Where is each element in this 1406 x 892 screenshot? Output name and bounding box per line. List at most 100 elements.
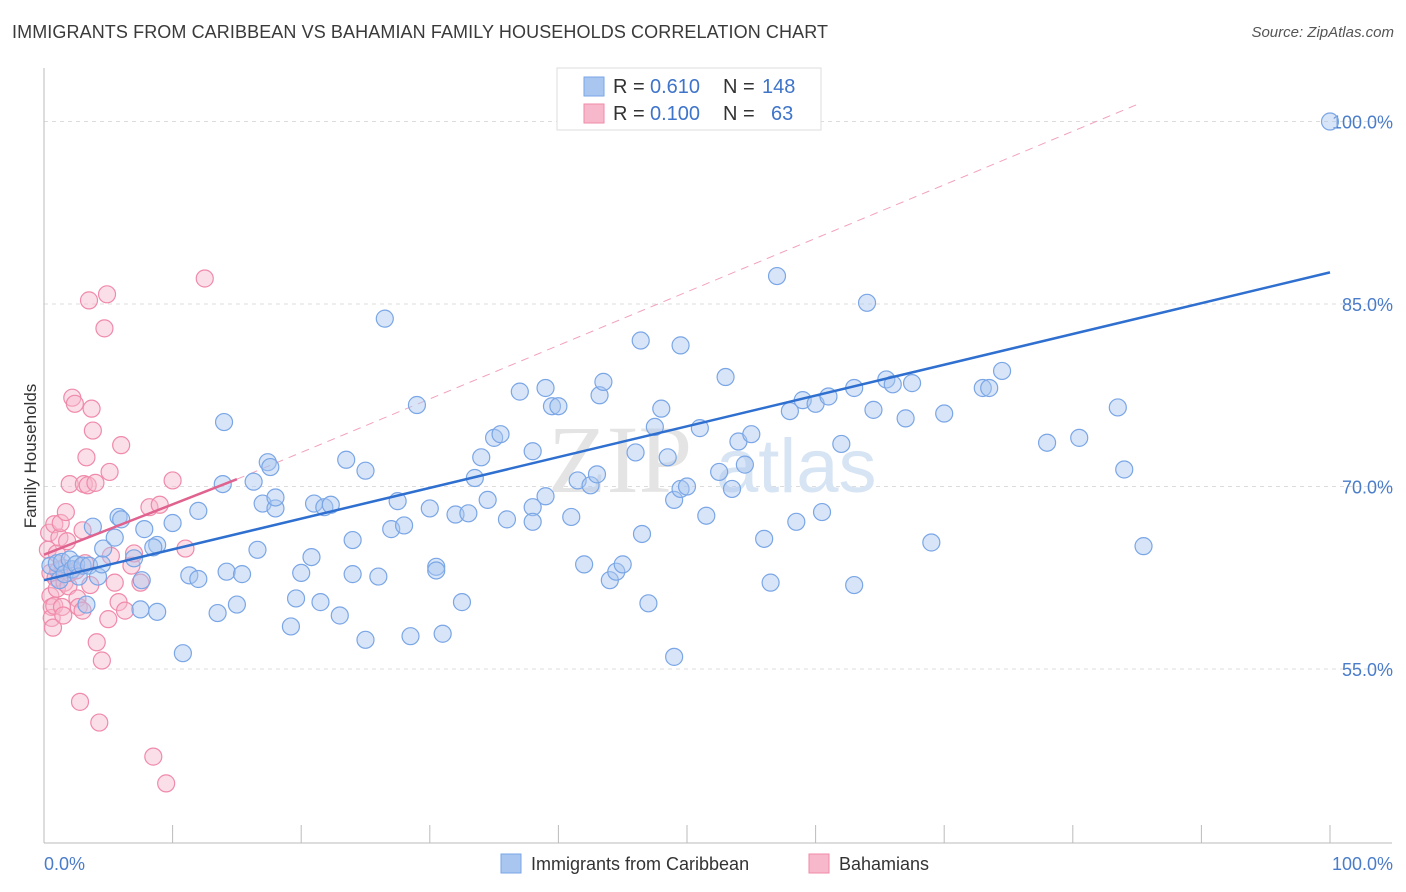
bahamians-point-45 — [97, 285, 117, 304]
caribbean-point-79 — [523, 498, 542, 517]
bahamians-point-14 — [51, 513, 70, 533]
bahamians-point-59 — [157, 774, 176, 793]
caribbean-point-112 — [722, 479, 742, 499]
caribbean-point-129 — [864, 400, 883, 419]
bahamians-point-34 — [77, 448, 96, 467]
caribbean-point-97 — [631, 331, 650, 350]
bahamians-point-22 — [60, 474, 79, 494]
caribbean-point-29 — [189, 501, 208, 520]
bahamians-point-51 — [112, 436, 131, 455]
top-legend: R = 0.610 N = 148 R = 0.100 N = 63 — [556, 67, 822, 131]
caribbean-point-127 — [845, 575, 864, 595]
caribbean-point-21 — [132, 571, 151, 590]
caribbean-point-67 — [427, 561, 446, 580]
caribbean-point-144 — [1320, 112, 1340, 131]
caribbean-point-47 — [302, 547, 321, 567]
caribbean-point-123 — [812, 502, 832, 522]
bahamians-point-52 — [115, 601, 135, 620]
caribbean-point-43 — [266, 488, 285, 507]
bahamians-point-29 — [70, 692, 90, 711]
caribbean-point-40 — [258, 453, 277, 472]
caribbean-point-20 — [131, 600, 150, 619]
x-tick-label-1: 100.0% — [1332, 854, 1393, 874]
caribbean-point-82 — [536, 487, 555, 506]
caribbean-point-89 — [581, 476, 600, 495]
y-tick-label-2: 85.0% — [1342, 295, 1393, 315]
caribbean-point-92 — [594, 372, 613, 391]
bahamians-point-60 — [163, 471, 182, 490]
caribbean-point-77 — [497, 510, 517, 529]
bahamians-point-38 — [82, 399, 101, 418]
caribbean-point-111 — [716, 367, 735, 387]
caribbean-point-80 — [523, 442, 542, 461]
caribbean-point-33 — [217, 562, 236, 581]
caribbean-point-90 — [587, 465, 607, 484]
bahamians-point-47 — [100, 462, 119, 482]
bahamians-point-49 — [105, 573, 124, 592]
bottom-legend-label-bahamians: Bahamians — [839, 854, 929, 874]
caribbean-point-117 — [761, 573, 780, 592]
caribbean-point-137 — [980, 378, 999, 398]
caribbean-point-116 — [755, 529, 774, 548]
caribbean-point-23 — [148, 602, 167, 621]
caribbean-point-101 — [652, 399, 671, 418]
caribbean-point-99 — [639, 594, 658, 613]
caribbean-point-139 — [1037, 433, 1057, 452]
caribbean-point-41 — [261, 457, 280, 477]
watermark: ZIP atlas — [548, 406, 877, 513]
caribbean-point-109 — [697, 506, 716, 525]
bahamians-point-6 — [43, 618, 63, 637]
caribbean-point-22 — [135, 520, 154, 539]
caribbean-point-110 — [710, 462, 729, 482]
bottom-legend: Immigrants from Caribbean Bahamians — [500, 853, 929, 874]
bahamians-point-1 — [40, 523, 59, 542]
caribbean-point-45 — [286, 589, 306, 608]
caribbean-point-141 — [1108, 398, 1127, 417]
bahamians-point-25 — [65, 394, 84, 413]
caribbean-point-68 — [433, 624, 452, 643]
caribbean-point-105 — [665, 647, 684, 666]
bahamians-point-41 — [87, 633, 106, 652]
bahamians-point-19 — [56, 502, 75, 522]
caribbean-point-38 — [248, 540, 267, 559]
caribbean-point-96 — [626, 443, 645, 462]
caribbean-point-65 — [420, 499, 439, 518]
caribbean-point-35 — [227, 595, 246, 614]
legend-r-label-2: R = — [613, 103, 645, 125]
caribbean-point-95 — [613, 555, 632, 574]
bahamians-point-46 — [99, 610, 118, 629]
caribbean-point-94 — [607, 562, 626, 581]
watermark-atlas: atlas — [716, 424, 877, 509]
reference-line — [236, 104, 1138, 480]
legend-n-value-2: 63 — [771, 103, 793, 125]
caribbean-point-26 — [144, 538, 163, 557]
caribbean-point-53 — [337, 450, 356, 469]
caribbean-point-25 — [163, 513, 182, 533]
caribbean-point-107 — [677, 477, 697, 496]
legend-n-value-1: 148 — [762, 76, 795, 98]
caribbean-point-125 — [832, 434, 851, 454]
caribbean-point-64 — [401, 627, 420, 646]
caribbean-point-51 — [321, 495, 340, 514]
caribbean-trend-line — [43, 271, 1331, 582]
caribbean-point-15 — [94, 539, 113, 558]
caribbean-point-120 — [787, 512, 806, 531]
caribbean-point-83 — [536, 378, 555, 398]
caribbean-point-81 — [523, 512, 542, 531]
legend-r-value-1: 0.610 — [650, 76, 700, 98]
y-tick-label-0: 55.0% — [1342, 660, 1393, 680]
bottom-legend-swatch-blue — [500, 853, 522, 874]
bahamians-point-16 — [54, 606, 73, 625]
bahamians-point-40 — [86, 473, 105, 492]
bahamians-point-44 — [95, 319, 114, 338]
diagonal-reference-line — [236, 104, 1138, 480]
chart-title: IMMIGRANTS FROM CARIBBEAN VS BAHAMIAN FA… — [12, 22, 829, 42]
y-tick-label-1: 70.0% — [1342, 478, 1393, 498]
caribbean-point-84 — [542, 397, 562, 416]
caribbean-point-114 — [735, 455, 754, 474]
caribbean-point-56 — [356, 461, 375, 480]
caribbean-point-91 — [590, 386, 609, 405]
caribbean-point-115 — [742, 425, 761, 444]
grid-lines — [44, 121, 1392, 670]
caribbean-point-73 — [472, 448, 491, 467]
